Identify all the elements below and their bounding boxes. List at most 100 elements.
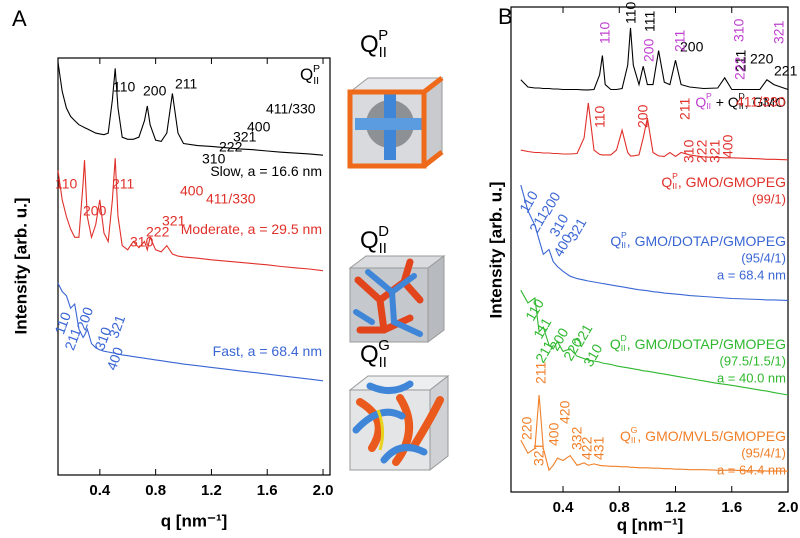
peak-label: 321 (771, 20, 787, 44)
x-axis-label: q [nm⁻¹] (617, 515, 684, 534)
peak-label: 211 (533, 361, 549, 384)
phase-symbol: P (378, 28, 388, 44)
series-caption: Moderate, a = 29.5 nm (181, 221, 322, 237)
peak-label: 110 (55, 176, 78, 192)
phase-symbol: P (672, 171, 678, 181)
peak-label: 321 (162, 213, 186, 229)
y-axis-label: Intensity [arb. u.] (11, 198, 30, 335)
peak-label: 110 (51, 310, 74, 337)
peak-label: 411/330 (206, 191, 256, 207)
peak-label: 411/330 (736, 94, 786, 110)
curve (520, 27, 789, 91)
phase-symbol: Q (610, 233, 621, 249)
structure-title: QIID (360, 224, 389, 257)
curve (57, 158, 324, 272)
peak-label: 321 (105, 313, 128, 341)
peak-label: 431 (591, 436, 607, 460)
caption-line: a = 68.4 nm (717, 267, 786, 282)
phase-symbol: II (706, 101, 711, 111)
phase-symbol: II (621, 240, 626, 250)
peak-label: 310 (130, 234, 154, 250)
peak-label: 222 (146, 224, 170, 240)
x-tick-label: 1.6 (257, 482, 278, 499)
phase-symbol: D (621, 333, 627, 343)
peak-label: 400 (546, 422, 562, 446)
caption-text: , GMO/DOTAP/GMOPEG (627, 336, 786, 352)
peak-label: 310 (91, 325, 114, 353)
caption-line: a = 64.4 nm (717, 462, 786, 477)
series-caption: Slow, a = 16.6 nm (210, 163, 322, 179)
peak-label: 211 (733, 49, 749, 72)
phase-symbol: D (378, 224, 389, 240)
peak-label: 422 (579, 436, 595, 460)
phase-symbol: P (621, 230, 627, 240)
structure-title: QIIP (360, 28, 388, 61)
peak-label: 110 (592, 105, 608, 128)
phase-symbol: Q (300, 65, 313, 84)
peak-label: 211 (672, 29, 688, 52)
phase-symbol: Q (360, 227, 379, 254)
phase-symbol: II (379, 241, 387, 257)
structure-title: QIIG (360, 338, 390, 371)
series-caption: QIID, GMO/DOTAP/GMOPEG (610, 333, 786, 353)
x-tick-label: 1.2 (665, 499, 686, 516)
peak-label: 420 (557, 400, 573, 424)
peak-label: 200 (73, 305, 96, 333)
peak-label: 222 (219, 139, 243, 155)
series-caption: QIIP, GMO/DOTAP/GMOPEG (610, 230, 786, 250)
cube-p (347, 76, 444, 169)
peak-label: 110 (597, 21, 613, 44)
peak-label: 220 (750, 51, 774, 67)
x-tick-label: 0.8 (145, 482, 166, 499)
y-axis-label: Intensity [arb. u.] (486, 182, 505, 319)
x-tick-label: 0.8 (609, 499, 630, 516)
cube-d (348, 255, 446, 343)
series-caption: QIIP + QIID, GMO (695, 91, 786, 111)
peak-label: 310 (202, 151, 226, 167)
peak-label: 200 (680, 39, 704, 55)
caption-line: (95/4/1) (741, 445, 786, 460)
peak-label: 110 (623, 1, 639, 24)
peak-label: 222 (732, 56, 748, 80)
peak-label: 400 (103, 345, 126, 373)
caption-text: Moderate, a = 29.5 nm (181, 221, 322, 237)
caption-line: (97.5/1.5/1) (720, 353, 787, 368)
caption-text: Slow, a = 16.6 nm (210, 163, 322, 179)
peak-label: 222 (694, 139, 710, 163)
peak-label: 321 (233, 129, 257, 145)
phase-symbol: Q (360, 341, 379, 368)
peak-label: 221 (774, 63, 798, 79)
curve (520, 394, 788, 472)
curve (57, 282, 324, 382)
peak-label: 310 (731, 18, 747, 42)
phase-symbol: Q (620, 428, 631, 444)
caption-text: , GMO/GMOPEG (678, 174, 786, 190)
phase-symbol: Q (610, 336, 621, 352)
phase-symbol: Q (360, 31, 379, 58)
peak-label: 400 (247, 119, 271, 135)
phase-symbol: D (739, 91, 745, 101)
phase-symbol: Q (695, 94, 706, 110)
peak-label: 211 (61, 326, 84, 353)
peak-label: 400 (720, 134, 736, 158)
series-caption: QIIG, GMO/MVL5/GMOPEG (620, 425, 786, 445)
phase-symbol: II (672, 181, 677, 191)
peak-label: 400 (180, 183, 204, 199)
phase-symbol: P (313, 63, 320, 75)
curve (520, 289, 789, 396)
peak-label: 200 (143, 83, 167, 99)
peak-label: 321 (707, 139, 723, 163)
x-axis-label: q [nm⁻¹] (161, 511, 228, 530)
peak-label: 220 (519, 416, 535, 440)
peak-label: 411/330 (266, 101, 316, 117)
phase-symbol: Q (661, 174, 672, 190)
panel-letter: A (12, 6, 27, 31)
peak-label: 310 (681, 139, 697, 163)
phase-symbol: II (379, 355, 387, 371)
curve (57, 62, 324, 156)
series-caption: Fast, a = 68.4 nm (213, 343, 322, 359)
phase-symbol: P (706, 91, 712, 101)
peak-label: 321 (531, 442, 547, 466)
